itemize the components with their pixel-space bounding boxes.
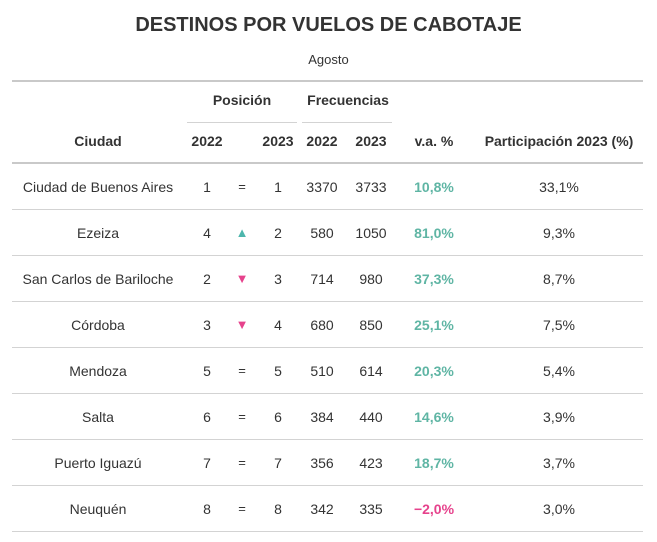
cell-frec-2022: 680 — [310, 317, 334, 333]
cell-pos-2023: 1 — [274, 179, 282, 195]
cell-va: 25,1% — [414, 317, 454, 333]
row-divider — [12, 439, 643, 440]
cell-frec-2022: 356 — [310, 455, 334, 471]
column-header-frec-2022: 2022 — [306, 133, 338, 149]
cell-pos-2023: 8 — [274, 501, 282, 517]
column-header-pos-2022: 2022 — [191, 133, 223, 149]
equal-icon: = — [238, 455, 246, 470]
cell-frec-2023: 1050 — [355, 225, 387, 241]
cell-va: 37,3% — [414, 271, 454, 287]
table-row: Ciudad de Buenos Aires 1 = 1 3370 3733 10,8% 33… — [12, 164, 643, 210]
table-row: Ezeiza 4 ▲ 2 580 1050 81,0% 9,3% — [12, 210, 643, 256]
table-row: San Carlos de Bariloche 2 ▼ 3 714 980 37,3% 8,7… — [12, 256, 643, 302]
equal-icon: = — [238, 501, 246, 516]
cell-frec-2023: 440 — [359, 409, 383, 425]
row-divider — [12, 209, 643, 210]
row-divider — [12, 347, 643, 348]
cell-frec-2022: 3370 — [306, 179, 338, 195]
cell-pos-2023: 7 — [274, 455, 282, 471]
equal-icon: = — [238, 409, 246, 424]
cell-participacion: 8,7% — [543, 271, 575, 287]
column-header-frec-2023: 2023 — [355, 133, 387, 149]
equal-icon: = — [238, 363, 246, 378]
cell-participacion: 9,3% — [543, 225, 575, 241]
table-row: Puerto Iguazú 7 = 7 356 423 18,7% 3,7% — [12, 440, 643, 486]
cell-ciudad: Puerto Iguazú — [54, 455, 142, 471]
cell-pos-2022: 3 — [203, 317, 211, 333]
cell-pos-2022: 6 — [203, 409, 211, 425]
cell-ciudad: Mendoza — [69, 363, 127, 379]
cell-pos-2022: 4 — [203, 225, 211, 241]
cell-pos-2022: 1 — [203, 179, 211, 195]
cell-participacion: 3,9% — [543, 409, 575, 425]
cell-participacion: 33,1% — [539, 179, 579, 195]
cell-va: 20,3% — [414, 363, 454, 379]
cell-pos-2022: 8 — [203, 501, 211, 517]
cell-pos-2023: 3 — [274, 271, 282, 287]
cell-frec-2022: 714 — [310, 271, 334, 287]
cell-pos-2022: 2 — [203, 271, 211, 287]
table-subtitle: Agosto — [308, 52, 349, 67]
down-arrow-icon: ▼ — [235, 317, 249, 332]
frecuencias-underline — [302, 122, 392, 123]
table-row: Salta 6 = 6 384 440 14,6% 3,9% — [12, 394, 643, 440]
column-header-pos-2023: 2023 — [262, 133, 294, 149]
table-row: Córdoba 3 ▼ 4 680 850 25,1% 7,5% — [12, 302, 643, 348]
row-divider — [12, 485, 643, 486]
cell-ciudad: San Carlos de Bariloche — [22, 271, 174, 287]
cell-pos-2023: 4 — [274, 317, 282, 333]
cell-frec-2023: 980 — [359, 271, 383, 287]
cell-frec-2023: 614 — [359, 363, 383, 379]
cell-va: 10,8% — [414, 179, 454, 195]
cell-va: 14,6% — [414, 409, 454, 425]
table-row: Neuquén 8 = 8 342 335 −2,0% 3,0% — [12, 486, 643, 532]
cell-frec-2023: 3733 — [355, 179, 387, 195]
cell-ciudad: Córdoba — [71, 317, 125, 333]
top-divider — [12, 80, 643, 82]
row-divider — [12, 301, 643, 302]
row-divider — [12, 531, 643, 532]
table-title: DESTINOS POR VUELOS DE CABOTAJE — [135, 14, 522, 36]
cell-va: −2,0% — [413, 501, 455, 517]
cell-frec-2022: 342 — [310, 501, 334, 517]
row-divider — [12, 255, 643, 256]
cell-frec-2023: 423 — [359, 455, 383, 471]
cell-ciudad: Ezeiza — [76, 225, 120, 241]
column-header-va: v.a. % — [414, 133, 454, 149]
header-divider — [12, 162, 643, 164]
row-divider — [12, 393, 643, 394]
posicion-underline — [187, 122, 297, 123]
table-row: Mendoza 5 = 5 510 614 20,3% 5,4% — [12, 348, 643, 394]
cell-pos-2022: 5 — [203, 363, 211, 379]
group-header-frecuencias: Frecuencias — [307, 92, 389, 108]
cell-frec-2022: 510 — [310, 363, 334, 379]
group-header-posicion: Posición — [212, 92, 272, 108]
cell-va: 18,7% — [414, 455, 454, 471]
cell-va: 81,0% — [414, 225, 454, 241]
column-header-participacion: Participación 2023 (%) — [484, 133, 634, 149]
cell-participacion: 3,0% — [543, 501, 575, 517]
cell-pos-2022: 7 — [203, 455, 211, 471]
cell-pos-2023: 6 — [274, 409, 282, 425]
cell-pos-2023: 2 — [274, 225, 282, 241]
up-arrow-icon: ▲ — [235, 225, 249, 240]
cell-ciudad: Salta — [82, 409, 114, 425]
cell-ciudad: Ciudad de Buenos Aires — [22, 179, 174, 195]
column-header-ciudad: Ciudad — [74, 133, 122, 149]
cell-participacion: 7,5% — [543, 317, 575, 333]
cell-pos-2023: 5 — [274, 363, 282, 379]
equal-icon: = — [238, 179, 246, 194]
cell-ciudad: Neuquén — [69, 501, 127, 517]
down-arrow-icon: ▼ — [235, 271, 249, 286]
cell-participacion: 3,7% — [543, 455, 575, 471]
cell-frec-2023: 850 — [359, 317, 383, 333]
cell-frec-2023: 335 — [359, 501, 383, 517]
cell-frec-2022: 384 — [310, 409, 334, 425]
cell-frec-2022: 580 — [310, 225, 334, 241]
cell-participacion: 5,4% — [543, 363, 575, 379]
